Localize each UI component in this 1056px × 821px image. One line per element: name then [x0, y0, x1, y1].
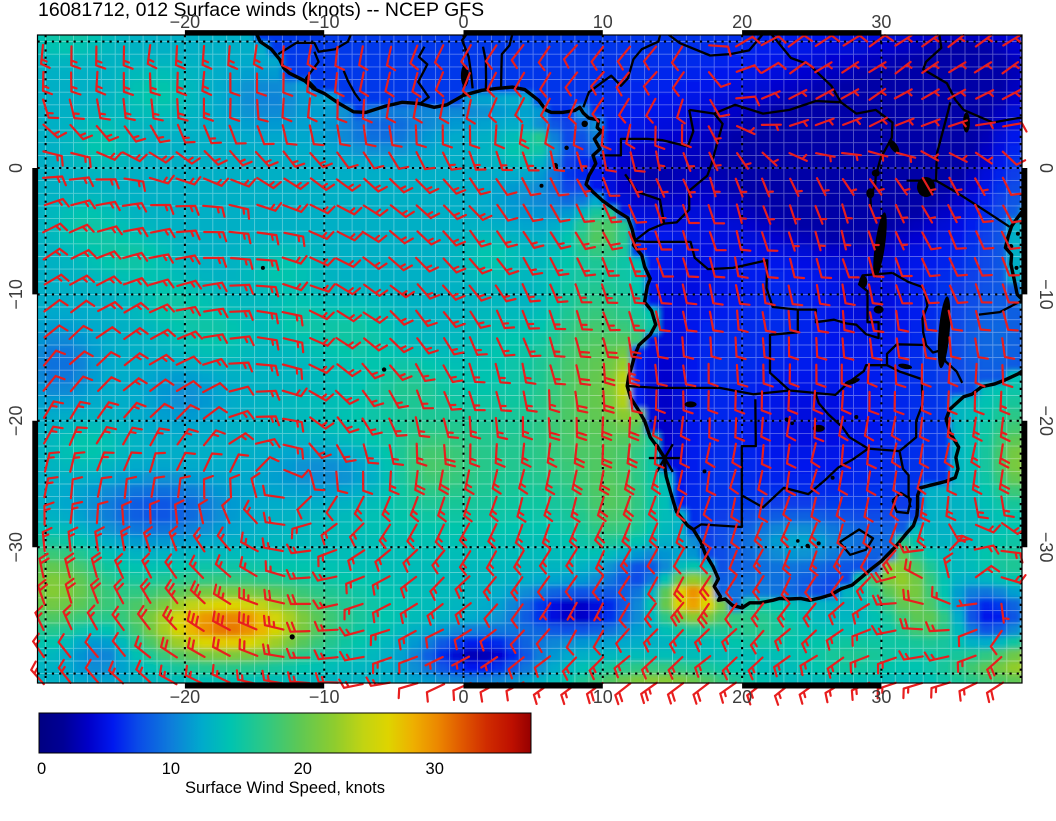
svg-text:20: 20: [732, 12, 752, 32]
svg-text:−20: −20: [170, 687, 201, 707]
svg-text:−30: −30: [6, 532, 26, 563]
svg-text:−10: −10: [309, 12, 340, 32]
svg-text:0: 0: [458, 12, 468, 32]
svg-text:−30: −30: [1036, 532, 1056, 563]
svg-text:−20: −20: [1036, 406, 1056, 437]
svg-text:30: 30: [871, 687, 891, 707]
svg-text:16081712, 012 Surface winds (k: 16081712, 012 Surface winds (knots) -- N…: [38, 0, 484, 21]
svg-text:−20: −20: [6, 406, 26, 437]
svg-text:30: 30: [426, 760, 444, 778]
svg-text:20: 20: [294, 760, 312, 778]
svg-text:−10: −10: [6, 279, 26, 310]
svg-text:10: 10: [162, 760, 180, 778]
svg-text:0: 0: [37, 760, 46, 778]
svg-text:0: 0: [458, 687, 468, 707]
svg-text:30: 30: [871, 12, 891, 32]
svg-text:−10: −10: [1036, 279, 1056, 310]
svg-text:20: 20: [732, 687, 752, 707]
svg-text:0: 0: [1036, 163, 1056, 173]
svg-text:10: 10: [593, 687, 613, 707]
svg-text:10: 10: [593, 12, 613, 32]
svg-text:0: 0: [6, 163, 26, 173]
svg-text:−10: −10: [309, 687, 340, 707]
svg-text:−20: −20: [170, 12, 201, 32]
svg-text:Surface Wind Speed, knots: Surface Wind Speed, knots: [185, 779, 385, 797]
